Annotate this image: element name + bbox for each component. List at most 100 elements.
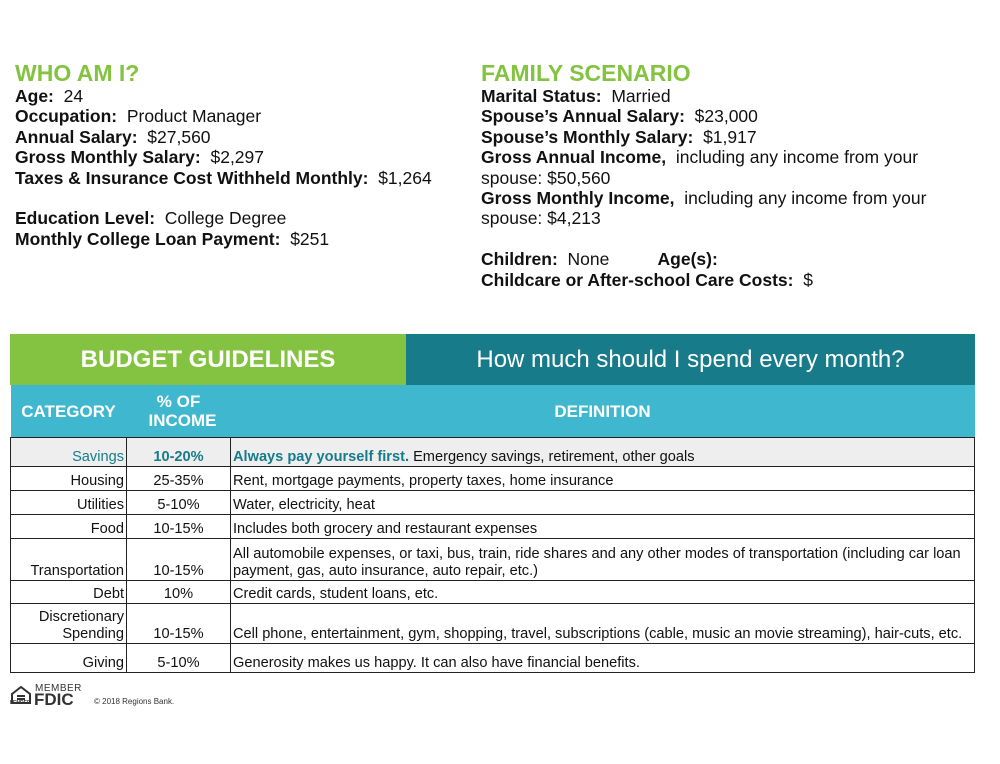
table-banner: BUDGET GUIDELINES How much should I spen… — [10, 334, 975, 385]
table-row: Utilities 5-10% Water, electricity, heat — [10, 490, 975, 515]
definition-bold: Always pay yourself first. — [233, 449, 410, 465]
info-line: Gross Monthly Salary: $2,297 — [15, 147, 465, 167]
info-label: Gross Monthly Salary: — [15, 147, 201, 168]
budget-table: BUDGET GUIDELINES How much should I spen… — [10, 334, 975, 673]
info-line: Marital Status: Married — [481, 86, 971, 106]
percent-cell: 25-35% — [126, 466, 231, 491]
category-cell: Savings — [10, 437, 127, 467]
definition-cell: Always pay yourself first. Emergency sav… — [230, 437, 975, 467]
info-label: Gross Annual Income, — [481, 147, 667, 168]
info-label: Spouse’s Monthly Salary: — [481, 126, 694, 147]
info-line: Gross Monthly Income, including any inco… — [481, 188, 971, 229]
percent-cell: 10-20% — [126, 437, 231, 467]
column-header: DEFINITION — [230, 385, 975, 438]
info-value: $ — [803, 269, 813, 290]
category-cell: Discretionary Spending — [10, 603, 127, 644]
info-line: Spouse’s Monthly Salary: $1,917 — [481, 127, 971, 147]
info-line: Gross Annual Income, including any incom… — [481, 147, 971, 188]
definition-cell: Rent, mortgage payments, property taxes,… — [230, 466, 975, 491]
category-cell: Debt — [10, 580, 127, 604]
info-line: Spouse’s Annual Salary: $23,000 — [481, 106, 971, 126]
info-value: $1,917 — [703, 126, 757, 147]
info-line: Children: None Age(s): — [481, 249, 971, 269]
definition-cell: Includes both grocery and restaurant exp… — [230, 514, 975, 539]
lender-text: LENDER — [10, 700, 31, 706]
table-row: Transportation 10-15% All automobile expen… — [10, 538, 975, 581]
definition-text: Cell phone, entertainment, gym, shopping… — [233, 626, 963, 642]
info-line: Age: 24 — [15, 86, 465, 106]
info-label: Annual Salary: — [15, 126, 138, 147]
definition-cell: Cell phone, entertainment, gym, shopping… — [230, 603, 975, 644]
info-value: Product Manager — [126, 106, 262, 127]
table: CATEGORY % OF INCOME DEFINITION Savings 1… — [10, 385, 975, 673]
info-label: Gross Monthly Income, — [481, 188, 675, 209]
table-row: Food 10-15% Includes both grocery and rest… — [10, 514, 975, 539]
percent-cell: 10-15% — [126, 538, 231, 581]
info-value: $2,297 — [210, 147, 265, 168]
table-subtitle: How much should I spend every month? — [406, 334, 975, 385]
info-line: Occupation: Product Manager — [15, 106, 465, 126]
category-cell: Giving — [10, 643, 127, 673]
info-label: Monthly College Loan Payment: — [15, 228, 281, 249]
info-line: Childcare or After-school Care Costs: $ — [481, 270, 971, 290]
copyright: © 2018 Regions Bank. — [94, 697, 175, 706]
section-title: WHO AM I? — [15, 60, 140, 86]
category-cell: Transportation — [10, 538, 127, 581]
who-am-i: WHO AM I? Age: 24 Occupation: Product Man… — [15, 60, 465, 249]
info-value: $23,000 — [694, 106, 758, 127]
column-header: % OF INCOME — [126, 385, 231, 438]
category-cell: Utilities — [10, 490, 127, 515]
definition-cell: Generosity makes us happy. It can also h… — [230, 643, 975, 673]
info-line: Education Level: College Degree — [15, 208, 465, 228]
info-label: Age: — [15, 86, 54, 106]
family-scenario: FAMILY SCENARIO Marital Status: Married S… — [481, 60, 971, 290]
info-value: including any income from your spouse: $… — [481, 188, 927, 229]
definition-text: Credit cards, student loans, etc. — [233, 586, 439, 602]
info-label: Education Level: — [15, 208, 156, 229]
fdic-text: FDIC — [34, 690, 74, 709]
member-text: MEMBER — [35, 683, 82, 694]
info-label: Spouse’s Annual Salary: — [481, 106, 685, 127]
definition-text: Water, electricity, heat — [233, 497, 375, 513]
info-label: Occupation: — [15, 106, 118, 127]
percent-cell: 10-15% — [126, 514, 231, 539]
spacer — [481, 229, 971, 249]
definition-text: Includes both grocery and restaurant exp… — [233, 521, 538, 537]
table-title: BUDGET GUIDELINES — [10, 334, 406, 385]
category-cell: Food — [10, 514, 127, 539]
info-label: Age(s): — [657, 249, 718, 270]
info-value: $27,560 — [147, 126, 211, 147]
info-line: Taxes & Insurance Cost Withheld Monthly:… — [15, 168, 465, 188]
percent-cell: 5-10% — [126, 643, 231, 673]
info-value: $1,264 — [378, 167, 432, 188]
definition-text: Rent, mortgage payments, property taxes,… — [233, 473, 614, 489]
definition-text: Emergency savings, retirement, other goa… — [413, 449, 695, 465]
table-row: Housing 25-35% Rent, mortgage payments, pr… — [10, 466, 975, 491]
info-label: Childcare or After-school Care Costs: — [481, 269, 794, 290]
info-label: Children: — [481, 249, 558, 270]
category-cell: Housing — [10, 466, 127, 491]
table-row: Savings 10-20% Always pay yourself first. … — [10, 437, 975, 467]
info-line: Monthly College Loan Payment: $251 — [15, 229, 465, 249]
definition-cell: Water, electricity, heat — [230, 490, 975, 515]
percent-cell: 10-15% — [126, 603, 231, 644]
info-value: 24 — [63, 86, 84, 106]
definition-text: Generosity makes us happy. It can also h… — [233, 655, 640, 671]
percent-cell: 10% — [126, 580, 231, 604]
percent-cell: 5-10% — [126, 490, 231, 515]
info-value: College Degree — [164, 208, 287, 229]
info-value: Married — [611, 86, 671, 106]
info-label: Marital Status: — [481, 86, 602, 106]
info-value: $251 — [290, 228, 330, 249]
definition-cell: All automobile expenses, or taxi, bus, t… — [230, 538, 975, 581]
section-title: FAMILY SCENARIO — [481, 60, 691, 86]
equal-housing-icon — [11, 685, 31, 704]
table-row: Giving 5-10% Generosity makes us happy. It… — [10, 643, 975, 673]
info-value: None — [567, 249, 610, 270]
spacer — [15, 188, 465, 208]
definition-text: All automobile expenses, or taxi, bus, t… — [233, 546, 961, 579]
definition-cell: Credit cards, student loans, etc. — [230, 580, 975, 604]
info-value: including any income from your spouse: $… — [481, 147, 919, 188]
info-label: Taxes & Insurance Cost Withheld Monthly: — [15, 167, 369, 188]
